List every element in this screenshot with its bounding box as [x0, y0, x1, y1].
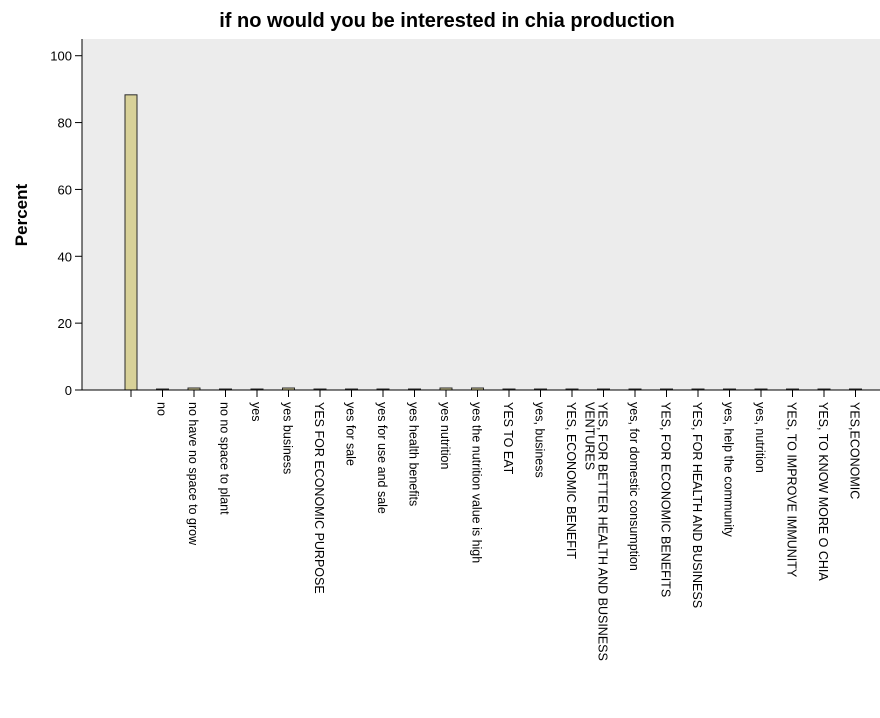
chart-title: if no would you be interested in chia pr… [219, 10, 675, 32]
x-tick-label-line: YES, FOR BETTER HEALTH AND BUSINESS [596, 402, 610, 661]
y-tick-label: 100 [50, 49, 72, 64]
x-tick-label: yes nutrition [438, 402, 452, 469]
x-tick-label: YES,ECONOMIC [848, 402, 862, 499]
bars [124, 94, 862, 391]
x-tick-label: YES, ECONOMIC BENEFIT [564, 402, 578, 559]
x-tick-label: no have no space to grow [186, 402, 200, 546]
x-tick-label: yes, for domestic consumption [627, 402, 641, 571]
x-tick-label-line: VENTURES [583, 402, 597, 470]
bar [124, 94, 138, 391]
x-tick-label: YES, TO IMPROVE IMMUNITY [785, 402, 799, 578]
x-tick-label: YES, TO KNOW MORE O CHIA [816, 402, 830, 581]
y-axis-label: Percent [12, 183, 31, 246]
x-axis: no no have no space to grow no no space to… [82, 389, 880, 661]
x-tick-label: no no space to plant [218, 402, 232, 515]
x-tick-label: YES, FOR HEALTH AND BUSINESS [690, 402, 704, 608]
y-tick-label: 80 [58, 116, 72, 131]
x-tick-label: yes health benefits [407, 402, 421, 506]
x-tick-label: yes business [281, 402, 295, 474]
x-tick-label: yes for use and sale [375, 402, 389, 514]
x-tick-label: YES, FOR BETTER HEALTH AND BUSINESSVENTU… [583, 402, 610, 661]
x-tick-label: no [155, 402, 169, 416]
x-tick-label: yes for sale [344, 402, 358, 466]
x-tick-label: YES TO EAT [501, 402, 515, 475]
x-tick-label: YES, FOR ECONOMIC BENEFITS [659, 402, 673, 597]
y-tick-label: 20 [58, 316, 72, 331]
y-tick-label: 0 [65, 383, 72, 398]
x-tick-label: yes, help the community [722, 402, 736, 538]
x-tick-label: yes, nutrition [753, 402, 767, 473]
x-tick-label: YES FOR ECONOMIC PURPOSE [312, 402, 326, 594]
y-tick-label: 60 [58, 182, 72, 197]
y-axis: 0 20 40 60 80 100 [50, 39, 83, 398]
x-tick-label: yes [249, 402, 263, 421]
y-tick-label: 40 [58, 249, 72, 264]
plot-area [82, 39, 880, 390]
x-tick-label: yes the nutrition value is high [470, 402, 484, 563]
x-tick-label: yes, business [533, 402, 547, 478]
